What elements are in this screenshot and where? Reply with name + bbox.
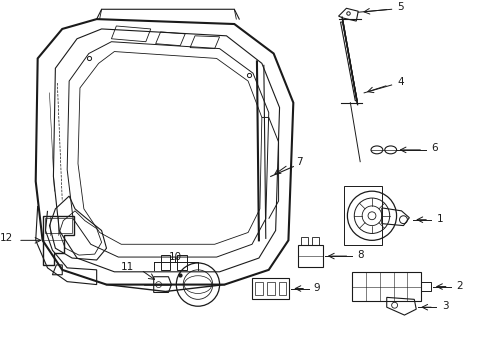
Text: 9: 9 (312, 283, 319, 293)
Text: 2: 2 (456, 280, 462, 291)
Text: 7: 7 (296, 157, 302, 167)
Text: 4: 4 (397, 77, 404, 87)
Text: 3: 3 (441, 301, 447, 311)
Text: 8: 8 (357, 250, 363, 260)
Text: 11: 11 (121, 262, 134, 272)
Text: 6: 6 (430, 143, 437, 153)
Text: 5: 5 (397, 2, 404, 12)
Text: 1: 1 (436, 214, 443, 224)
Text: 12: 12 (0, 233, 13, 243)
Text: 10: 10 (168, 252, 182, 262)
